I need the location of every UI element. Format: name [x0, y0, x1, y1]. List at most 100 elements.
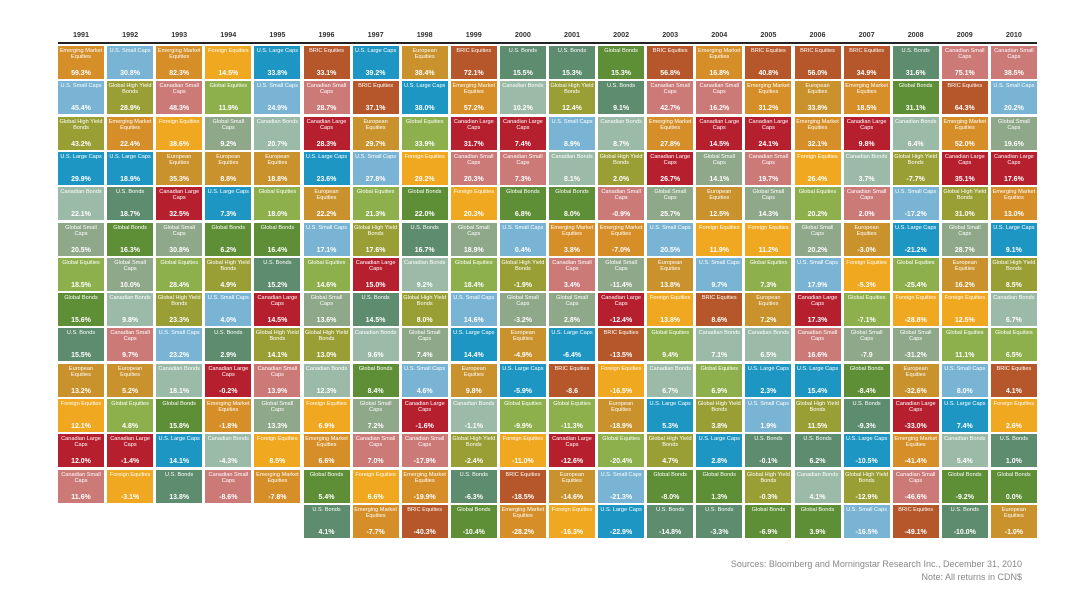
- return-cell: Canadian Large Caps -12.6%: [549, 434, 595, 468]
- return-value: -11.3%: [561, 423, 583, 430]
- return-cell: Global Equities 20.2%: [794, 187, 841, 221]
- return-value: 18.1%: [169, 387, 190, 395]
- return-cell: European Equities 7.2%: [745, 293, 792, 327]
- asset-class-label: Global Small Caps: [998, 118, 1030, 131]
- return-value: 28.9%: [120, 105, 141, 113]
- return-cell: U.S. Small Caps 0.4%: [499, 222, 546, 256]
- return-value: -49.1%: [904, 528, 927, 536]
- asset-class-label: Global Small Caps: [507, 295, 539, 308]
- return-cell: BRIC Equities -40.3%: [401, 504, 448, 538]
- return-value: 7.3%: [220, 211, 237, 219]
- asset-class-label: Global Bonds: [358, 365, 393, 372]
- return-cell: Emerging Market Equities -7.0%: [598, 222, 645, 256]
- return-value: 6.2%: [809, 458, 826, 466]
- return-value: -13.5%: [610, 352, 633, 360]
- asset-class-label: European Equities: [952, 259, 977, 272]
- asset-class-label: Canadian Bonds: [404, 259, 446, 266]
- asset-class-label: U.S. Bonds: [999, 436, 1029, 443]
- asset-class-label: Foreign Equities: [502, 436, 544, 443]
- return-value: 9.2%: [416, 281, 433, 289]
- asset-class-label: BRIC Equities: [701, 295, 737, 302]
- return-value: 6.6%: [318, 458, 335, 466]
- return-value: -5.9%: [513, 387, 533, 395]
- asset-class-label: Canadian Bonds: [845, 153, 888, 160]
- asset-class-label: Foreign Equities: [404, 153, 445, 160]
- return-cell: U.S. Bonds -0.1%: [745, 434, 792, 468]
- asset-class-label: Emerging Market Equities: [698, 48, 741, 60]
- return-cell: European Equities -32.6%: [892, 363, 939, 397]
- return-cell: Global Bonds 31.1%: [892, 81, 939, 115]
- return-cell: Canadian Small Caps 2.0%: [843, 187, 890, 221]
- return-cell: Global Small Caps 13.3%: [254, 399, 301, 432]
- return-value: 56.8%: [660, 70, 681, 77]
- return-cell: U.S. Large Caps 2.3%: [745, 363, 792, 397]
- return-value: 8.5%: [269, 458, 286, 466]
- return-value: 7.1%: [711, 352, 728, 360]
- return-value: 34.9%: [856, 70, 877, 77]
- return-cell: Global Bonds 15.8%: [156, 399, 203, 432]
- return-cell: U.S. Small Caps 4.6%: [401, 363, 448, 397]
- asset-class-label: Global Bonds: [751, 506, 786, 513]
- year-label: 1991: [73, 30, 89, 39]
- return-value: 27.8%: [660, 140, 681, 148]
- asset-class-label: U.S. Bonds: [66, 330, 96, 337]
- return-value: 14.5%: [709, 140, 730, 148]
- return-value: 2.9%: [220, 352, 237, 360]
- return-value: 29.9%: [71, 175, 91, 183]
- asset-class-label: Global Small Caps: [948, 224, 981, 237]
- return-value: 18.9%: [463, 246, 484, 254]
- return-value: 18.4%: [463, 281, 484, 289]
- return-cell: Canadian Bonds 8.1%: [549, 151, 595, 185]
- asset-class-label: U.S. Small Caps: [944, 365, 986, 372]
- asset-class-label: Global Equities: [209, 83, 248, 90]
- asset-class-label: Canadian Large Caps: [257, 295, 298, 308]
- return-cell: Foreign Equities 13.8%: [647, 293, 694, 327]
- asset-class-label: Global Bonds: [506, 189, 540, 196]
- asset-class-label: Global High Yield Bonds: [550, 83, 594, 96]
- return-value: 33.1%: [316, 70, 337, 77]
- return-value: -14.8%: [659, 528, 682, 536]
- return-cell: Global Equities 11.1%: [941, 328, 988, 362]
- return-value: 43.2%: [71, 140, 91, 148]
- return-cell: U.S. Bonds 2.9%: [205, 328, 252, 362]
- return-cell: Canadian Small Caps -46.6%: [892, 469, 939, 503]
- return-value: -41.4%: [904, 458, 927, 466]
- asset-class-label: Canadian Large Caps: [944, 153, 985, 166]
- return-value: 14.1%: [709, 175, 730, 183]
- header-rule: [58, 42, 1037, 44]
- return-cell: U.S. Small Caps 23.2%: [156, 328, 203, 362]
- asset-class-label: Foreign Equities: [208, 48, 249, 54]
- return-cell: Global Small Caps 9.2%: [205, 116, 252, 150]
- asset-class-label: U.S. Small Caps: [698, 259, 740, 266]
- return-cell: BRIC Equities 56.0%: [794, 46, 841, 79]
- return-cell: Foreign Equities 38.6%: [156, 116, 203, 150]
- asset-class-label: Foreign Equities: [649, 295, 691, 302]
- return-value: -1.4%: [120, 458, 140, 466]
- return-cell: U.S. Small Caps 20.2%: [990, 81, 1037, 115]
- asset-class-label: U.S. Large Caps: [305, 153, 348, 160]
- return-cell: U.S. Bonds 16.7%: [401, 222, 448, 256]
- return-cell: Global Bonds 16.3%: [107, 222, 154, 256]
- return-value: 7.4%: [416, 352, 433, 360]
- return-cell: Foreign Equities -16.3%: [549, 504, 595, 538]
- asset-class-label: Emerging Market Equities: [599, 224, 643, 237]
- asset-class-label: Global High Yield Bonds: [796, 401, 839, 413]
- return-cell: European Equities 9.8%: [450, 363, 497, 397]
- return-value: 3.7%: [858, 175, 875, 183]
- return-cell: Foreign Equities 8.5%: [254, 434, 301, 468]
- return-value: 3.8%: [564, 246, 580, 254]
- asset-class-label: U.S. Bonds: [508, 48, 538, 54]
- return-cell: Canadian Bonds 9.2%: [401, 257, 448, 291]
- return-value: 3.8%: [711, 423, 728, 430]
- return-value: -10.0%: [953, 528, 976, 536]
- return-value: -20.4%: [610, 458, 633, 466]
- asset-class-label: U.S. Small Caps: [649, 224, 691, 231]
- asset-class-label: Global High Yield Bonds: [648, 436, 692, 449]
- return-cell: Global High Yield Bonds 14.1%: [254, 328, 301, 362]
- return-cell: U.S. Small Caps 20.5%: [647, 222, 694, 256]
- asset-class-label: Emerging Market Equities: [108, 118, 152, 131]
- asset-class-label: Emerging Market Equities: [305, 436, 348, 449]
- asset-class-label: Global High Yield Bonds: [992, 259, 1036, 272]
- asset-class-label: BRIC Equities: [996, 365, 1032, 372]
- return-value: 7.0%: [367, 458, 384, 466]
